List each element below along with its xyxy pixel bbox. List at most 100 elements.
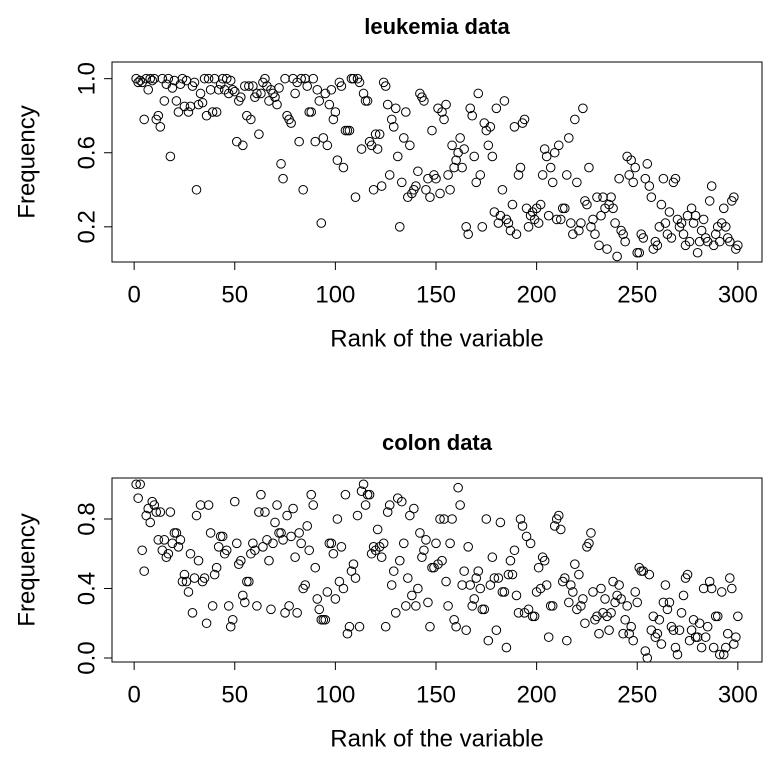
point — [244, 81, 254, 91]
point — [139, 114, 149, 125]
point — [467, 110, 478, 121]
point — [564, 133, 574, 143]
point — [364, 489, 375, 500]
point — [535, 583, 546, 594]
point — [720, 642, 731, 653]
point — [423, 597, 433, 608]
point — [356, 486, 367, 497]
point — [207, 601, 218, 611]
point — [306, 107, 317, 117]
point — [372, 524, 383, 535]
point — [157, 545, 168, 556]
point — [559, 573, 570, 583]
point — [211, 562, 222, 573]
point — [199, 573, 210, 583]
point — [346, 566, 357, 576]
point — [551, 214, 562, 225]
point — [503, 218, 514, 228]
point — [491, 103, 502, 114]
point — [461, 222, 471, 232]
point — [578, 594, 588, 604]
point — [300, 73, 310, 84]
point — [441, 99, 451, 110]
point — [584, 538, 594, 549]
point — [704, 196, 715, 206]
point — [165, 151, 176, 162]
point — [350, 573, 361, 583]
point — [163, 548, 174, 559]
point — [405, 510, 415, 521]
point — [344, 125, 355, 136]
point — [497, 184, 508, 195]
point — [330, 594, 341, 604]
point — [644, 569, 655, 580]
point — [165, 507, 176, 517]
point — [384, 170, 395, 180]
point — [539, 144, 550, 154]
point — [415, 528, 425, 538]
point — [511, 590, 522, 601]
point — [437, 107, 447, 117]
point — [555, 214, 566, 225]
point — [493, 218, 504, 228]
point — [378, 538, 389, 549]
chart-title: leukemia data — [364, 14, 510, 39]
point — [684, 236, 695, 247]
point — [608, 203, 618, 214]
point — [193, 555, 204, 566]
point — [729, 192, 739, 202]
point — [541, 580, 552, 590]
point — [235, 92, 246, 102]
point — [594, 240, 604, 251]
point — [376, 181, 387, 191]
x-axis-label: Rank of the variable — [330, 725, 543, 752]
point — [527, 611, 538, 622]
point — [598, 192, 608, 202]
point — [676, 608, 687, 618]
point — [592, 192, 602, 202]
point — [644, 181, 655, 191]
point — [455, 500, 465, 510]
point — [394, 222, 405, 232]
point — [225, 75, 236, 86]
point — [626, 621, 636, 632]
point — [590, 229, 600, 240]
point — [634, 247, 645, 258]
point — [213, 542, 224, 552]
point — [231, 538, 242, 549]
point — [588, 214, 598, 225]
point — [358, 479, 369, 490]
point — [167, 538, 178, 549]
point — [712, 611, 723, 622]
point — [608, 576, 618, 587]
point — [179, 569, 190, 580]
point — [696, 225, 707, 236]
point — [733, 240, 743, 251]
point — [539, 555, 550, 566]
x-tick-label: 150 — [416, 681, 456, 708]
point — [254, 129, 264, 140]
point — [497, 587, 508, 597]
point — [463, 229, 473, 240]
point — [435, 188, 445, 199]
point — [240, 81, 250, 91]
point — [720, 222, 731, 232]
point — [342, 628, 353, 639]
point — [382, 99, 393, 110]
point — [725, 236, 735, 247]
point — [449, 614, 459, 625]
point — [662, 604, 673, 615]
point — [523, 222, 534, 232]
point — [143, 84, 154, 95]
point — [425, 621, 435, 632]
point — [217, 531, 228, 542]
point — [666, 233, 677, 243]
point — [276, 159, 286, 169]
point — [692, 632, 703, 642]
point — [686, 625, 697, 636]
point — [682, 210, 693, 221]
point — [413, 166, 423, 177]
point — [380, 621, 391, 632]
point — [187, 608, 198, 618]
